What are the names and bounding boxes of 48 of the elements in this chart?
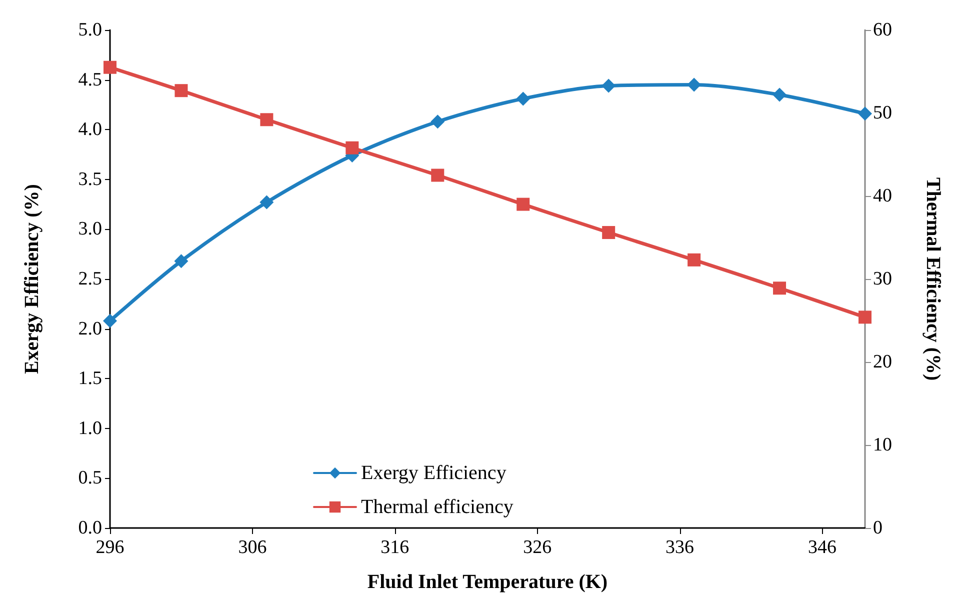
point bbox=[516, 92, 530, 106]
y2-tick-label: 10 bbox=[873, 434, 892, 456]
y2-tick-label: 30 bbox=[873, 268, 892, 290]
x-tick-label: 326 bbox=[523, 537, 552, 558]
point bbox=[516, 198, 530, 211]
point bbox=[260, 195, 274, 210]
point bbox=[858, 310, 872, 324]
y-tick-label: 4.0 bbox=[78, 119, 102, 140]
x-tick-label: 306 bbox=[238, 537, 267, 558]
point bbox=[431, 168, 444, 182]
x-tick-label: 346 bbox=[808, 537, 837, 558]
y-axis-title: Exergy Efficiency (%) bbox=[21, 184, 43, 374]
y2-axis-title: Thermal Efficiency (%) bbox=[922, 177, 944, 381]
point bbox=[260, 113, 274, 126]
point bbox=[773, 282, 786, 295]
point bbox=[858, 106, 872, 121]
y2-tick-label: 0 bbox=[873, 518, 882, 538]
y-tick-label: 3.5 bbox=[78, 168, 102, 190]
point bbox=[772, 88, 787, 102]
point bbox=[688, 253, 701, 266]
legend-label: Thermal efficiency bbox=[361, 496, 514, 518]
y2-tick-label: 60 bbox=[873, 20, 892, 40]
x-tick-label: 336 bbox=[666, 537, 694, 558]
y2-tick-label: 40 bbox=[873, 186, 892, 206]
y2-tick-label: 50 bbox=[873, 102, 892, 124]
x-tick-label: 316 bbox=[380, 537, 410, 558]
y2-tick-label: 20 bbox=[873, 352, 892, 372]
y-tick-label: 2.5 bbox=[78, 268, 102, 290]
y-tick-label: 2.0 bbox=[78, 318, 102, 340]
y-tick-label: 1.5 bbox=[78, 368, 102, 390]
y-tick-label: 4.5 bbox=[78, 69, 102, 90]
y-tick-label: 0.5 bbox=[78, 468, 102, 489]
y-tick-label: 5.0 bbox=[78, 20, 102, 40]
point bbox=[602, 226, 616, 240]
y-tick-label: 0.0 bbox=[78, 518, 102, 538]
point bbox=[104, 60, 116, 74]
point bbox=[430, 114, 445, 129]
x-axis-title: Fluid Inlet Temperature (K) bbox=[367, 571, 608, 593]
point bbox=[174, 254, 188, 268]
point bbox=[602, 78, 616, 93]
legend-label: Exergy Efficiency bbox=[361, 462, 506, 484]
point bbox=[346, 141, 359, 154]
y-tick-label: 1.0 bbox=[78, 418, 102, 439]
point bbox=[174, 84, 188, 98]
point bbox=[687, 78, 702, 92]
y-tick-label: 3.0 bbox=[78, 218, 102, 240]
x-tick-label: 296 bbox=[96, 537, 124, 558]
point bbox=[103, 314, 117, 328]
